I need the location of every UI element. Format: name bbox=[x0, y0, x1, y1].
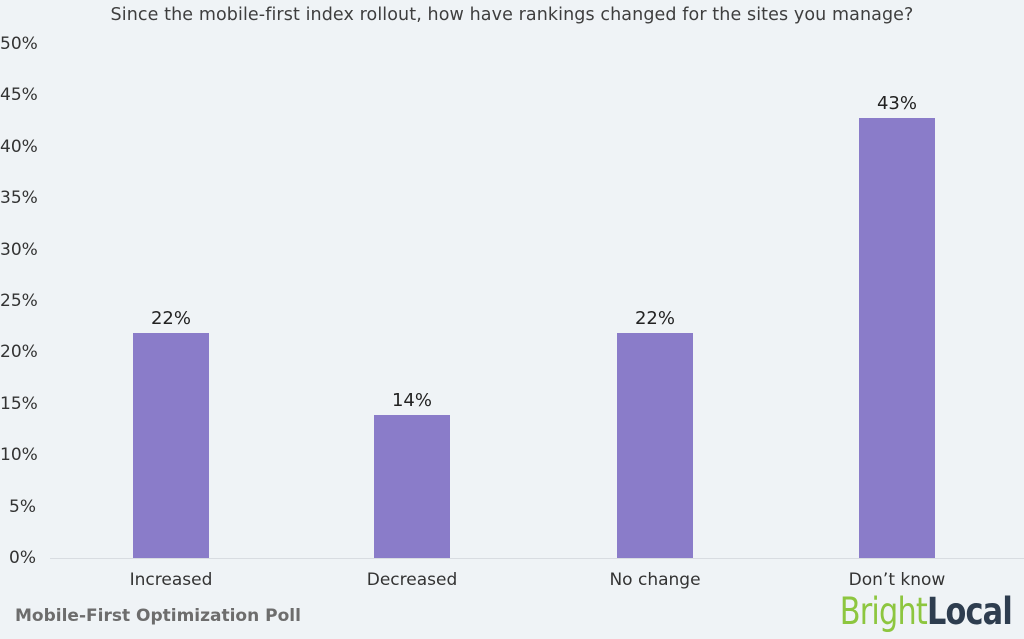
bar-value-label: 43% bbox=[876, 93, 917, 114]
y-axis-tick: 50% bbox=[0, 34, 38, 54]
bar-value-label: 14% bbox=[391, 390, 432, 411]
y-axis-tick: 0% bbox=[9, 548, 36, 568]
y-axis-tick: 35% bbox=[0, 188, 38, 208]
bar bbox=[617, 333, 693, 558]
bar bbox=[133, 333, 209, 558]
y-axis-tick: 10% bbox=[0, 445, 38, 465]
x-axis-label: Don’t know bbox=[848, 570, 946, 590]
y-axis-tick: 30% bbox=[0, 240, 38, 260]
y-axis-tick: 15% bbox=[0, 394, 38, 414]
y-axis-tick: 45% bbox=[0, 85, 38, 105]
chart-caption: Mobile-First Optimization Poll bbox=[15, 606, 301, 626]
chart-title: Since the mobile-first index rollout, ho… bbox=[110, 5, 914, 25]
bar bbox=[374, 415, 450, 558]
bar-value-label: 22% bbox=[150, 308, 191, 329]
y-axis-tick: 20% bbox=[0, 342, 38, 362]
bar-value-label: 22% bbox=[634, 308, 675, 329]
logo-text-local: Local bbox=[927, 590, 1013, 633]
x-axis-label: Increased bbox=[129, 570, 213, 590]
logo-text-bright: Bright bbox=[839, 590, 928, 633]
plot-area: 22% 14% 22% 43% bbox=[50, 46, 1024, 559]
bar bbox=[859, 118, 935, 558]
y-axis-tick: 40% bbox=[0, 137, 38, 157]
x-axis-label: Decreased bbox=[366, 570, 458, 590]
y-axis-tick: 5% bbox=[9, 497, 36, 517]
brightlocal-logo: BrightLocal bbox=[839, 590, 1013, 633]
y-axis-tick: 25% bbox=[0, 291, 38, 311]
x-axis-label: No change bbox=[609, 570, 701, 590]
